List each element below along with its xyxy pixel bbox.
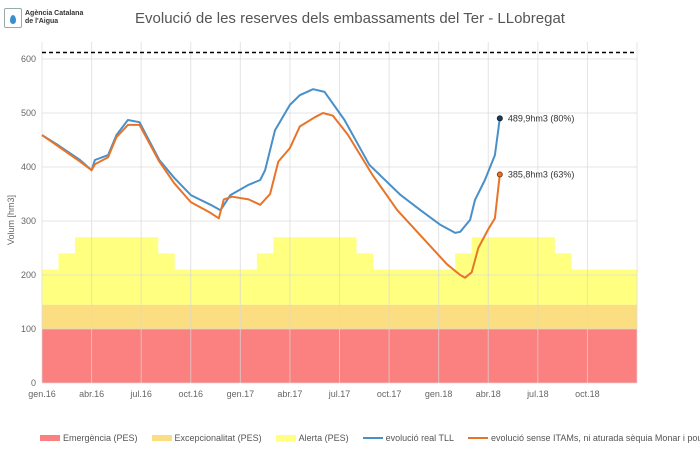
band-alerta-step <box>471 237 555 305</box>
legend-item-sense-itams: evolució sense ITAMs, ni aturada sèquia … <box>467 433 700 443</box>
legend-label: Excepcionalitat (PES) <box>174 433 262 443</box>
x-tick-label: oct.17 <box>377 389 402 399</box>
chart-title: Evolució de les reserves dels embassamen… <box>135 10 565 27</box>
series-end-label-0: 489,9hm3 (80%) <box>508 113 575 123</box>
series-end-marker-1 <box>496 171 503 178</box>
legend-item-real: evolució real TLL <box>362 433 454 443</box>
y-tick-label: 100 <box>21 324 36 334</box>
y-axis-label: Volum [hm3] <box>6 195 16 245</box>
band-alerta-step <box>42 269 60 305</box>
band-alerta-step <box>75 237 159 305</box>
series-end-marker-0 <box>496 115 503 122</box>
band-alerta-step <box>256 253 274 305</box>
y-tick-label: 200 <box>21 270 36 280</box>
legend-swatch <box>467 437 488 439</box>
legend-swatch <box>40 435 60 441</box>
series-end-label-1: 385,8hm3 (63%) <box>508 170 575 180</box>
y-tick-label: 0 <box>31 378 36 388</box>
legend: Emergència (PES) Excepcionalitat (PES) A… <box>40 433 700 443</box>
y-tick-label: 300 <box>21 216 36 226</box>
band-alerta-step <box>157 253 175 305</box>
x-tick-label: jul.16 <box>129 389 152 399</box>
x-tick-label: gen.17 <box>227 389 255 399</box>
legend-label: Emergència (PES) <box>63 433 138 443</box>
band-alerta-step <box>554 253 572 305</box>
legend-label: evolució sense ITAMs, ni aturada sèquia … <box>490 433 700 443</box>
water-drop-icon <box>4 8 22 28</box>
x-tick-label: jul.18 <box>526 389 549 399</box>
band-alerta-step <box>455 253 473 305</box>
legend-label: Alerta (PES) <box>298 433 349 443</box>
band-alerta-step <box>273 237 357 305</box>
logo-line2: de l'Aigua <box>25 18 59 25</box>
logo-line1: Agència Catalana <box>25 10 84 17</box>
legend-item-emergencia: Emergència (PES) <box>40 433 138 443</box>
x-tick-label: abr.16 <box>79 389 104 399</box>
series-line-1 <box>41 112 501 279</box>
y-tick-label: 500 <box>21 108 36 118</box>
x-tick-label: abr.18 <box>476 389 501 399</box>
legend-item-excepcionalitat: Excepcionalitat (PES) <box>151 433 262 443</box>
agency-logo: Agència Catalana de l'Aigua <box>4 8 83 28</box>
legend-swatch <box>362 437 383 439</box>
x-tick-label: gen.16 <box>28 389 56 399</box>
legend-label: evolució real TLL <box>385 433 454 443</box>
legend-item-alerta: Alerta (PES) <box>275 433 349 443</box>
x-tick-label: jul.17 <box>328 389 351 399</box>
x-tick-label: abr.17 <box>277 389 302 399</box>
x-tick-label: gen.18 <box>425 389 453 399</box>
band-alerta-step <box>356 253 374 305</box>
y-tick-label: 400 <box>21 162 36 172</box>
band-alerta-step <box>58 253 76 305</box>
legend-swatch <box>275 435 296 441</box>
legend-swatch <box>151 435 172 441</box>
x-tick-label: oct.18 <box>575 389 600 399</box>
y-tick-label: 600 <box>21 54 36 64</box>
series-line-0 <box>41 88 501 234</box>
x-tick-label: oct.16 <box>178 389 203 399</box>
